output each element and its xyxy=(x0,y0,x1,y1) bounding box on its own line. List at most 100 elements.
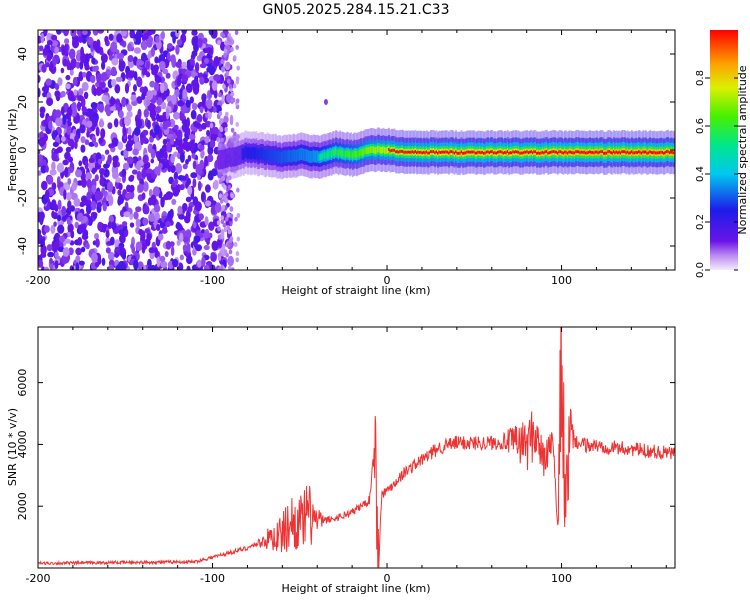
ridge-cell xyxy=(523,150,526,154)
ridge-cell xyxy=(578,150,580,154)
ridge-cell xyxy=(346,150,348,157)
ridge-cell xyxy=(622,150,625,154)
noise-blob xyxy=(79,201,86,207)
noise-blob xyxy=(68,247,74,256)
noise-blob xyxy=(44,62,51,68)
ridge-cell xyxy=(420,150,422,154)
noise-blob xyxy=(176,39,183,46)
noise-blob xyxy=(81,106,87,113)
noise-blob xyxy=(133,33,141,40)
noise-blob xyxy=(77,237,83,246)
noise-blob xyxy=(44,189,50,200)
ridge-cell xyxy=(646,151,649,155)
ridge-cell xyxy=(643,150,646,154)
noise-blob xyxy=(109,236,115,246)
noise-blob xyxy=(219,126,223,132)
ridge-cell xyxy=(393,148,396,152)
ridge-cell xyxy=(282,151,284,164)
ridge-cell xyxy=(402,150,404,153)
noise-blob xyxy=(219,266,224,270)
noise-blob xyxy=(155,106,162,114)
noise-blob xyxy=(64,51,69,57)
noise-blob xyxy=(221,245,226,251)
noise-blob xyxy=(130,243,135,250)
noise-blob xyxy=(65,146,72,153)
spectrogram-x-ticks: -200 -100 0 100 xyxy=(26,30,667,287)
noise-blob xyxy=(150,148,156,159)
noise-blob xyxy=(185,159,189,165)
noise-blob xyxy=(86,120,93,128)
noise-blob xyxy=(60,67,65,74)
noise-blob xyxy=(118,228,124,236)
noise-blob xyxy=(173,178,179,185)
noise-blob xyxy=(158,54,166,62)
ridge-cell xyxy=(403,151,406,154)
noise-blob xyxy=(236,213,241,218)
noise-blob xyxy=(175,221,181,230)
noise-blob xyxy=(90,200,97,211)
noise-blob xyxy=(127,134,133,141)
ridge-cell xyxy=(561,151,563,154)
ridge-cell xyxy=(400,149,403,153)
colorbar-label: Normalized spectral amplitude xyxy=(736,65,749,234)
ridge-cell xyxy=(386,147,389,154)
ridge-cell xyxy=(541,150,544,154)
noise-blob xyxy=(38,149,41,155)
noise-blob xyxy=(218,92,222,98)
noise-blob xyxy=(176,76,182,86)
noise-blob xyxy=(177,205,183,215)
ridge-cell xyxy=(603,151,605,155)
ridge-cell xyxy=(435,150,438,154)
noise-blob xyxy=(110,96,115,107)
ridge-cell xyxy=(647,151,650,155)
noise-blob xyxy=(78,71,84,82)
ridge-cell xyxy=(508,151,510,155)
noise-blob xyxy=(46,244,53,252)
noise-blob xyxy=(51,182,57,191)
noise-blob xyxy=(191,153,196,159)
x-tick-label: -200 xyxy=(26,274,51,287)
ridge-cell xyxy=(611,151,614,155)
noise-blob xyxy=(79,124,86,134)
ridge-cell xyxy=(237,145,240,166)
ridge-cell xyxy=(635,150,637,154)
ridge-cell xyxy=(276,151,279,164)
noise-blob xyxy=(159,60,166,71)
noise-blob xyxy=(142,181,149,192)
x-tick-label: 100 xyxy=(551,274,572,287)
noise-blob xyxy=(93,213,97,220)
noise-blob xyxy=(211,240,219,251)
noise-blob xyxy=(162,119,168,130)
ridge-cell xyxy=(527,151,530,155)
noise-blob xyxy=(227,184,232,190)
noise-blob xyxy=(107,264,115,270)
ridge-cell xyxy=(625,151,628,155)
ridge-cell xyxy=(474,151,477,155)
noise-blob xyxy=(98,81,106,89)
ridge-cell xyxy=(411,150,414,154)
noise-blob xyxy=(126,156,134,165)
spectrogram-content xyxy=(38,30,675,270)
ridge-cell xyxy=(226,148,228,168)
noise-blob xyxy=(225,70,230,76)
noise-blob xyxy=(49,257,53,264)
noise-blob xyxy=(177,100,185,107)
ridge-cell xyxy=(379,146,382,154)
noise-blob xyxy=(173,151,179,157)
noise-blob xyxy=(108,33,114,41)
noise-blob xyxy=(146,119,151,130)
noise-blob xyxy=(118,183,123,191)
noise-blob xyxy=(189,96,194,104)
snr-y-label: SNR (10 * v/v) xyxy=(6,408,19,486)
snr-content xyxy=(38,327,675,568)
noise-blob xyxy=(170,154,175,164)
ridge-cell xyxy=(256,148,259,161)
noise-blob xyxy=(73,197,81,207)
noise-blob xyxy=(39,136,47,146)
ridge-cell xyxy=(249,147,252,160)
noise-blob xyxy=(203,231,211,239)
ridge-cell xyxy=(438,150,441,154)
noise-blob xyxy=(95,44,101,54)
noise-blob xyxy=(150,194,157,206)
noise-blob xyxy=(218,111,223,116)
